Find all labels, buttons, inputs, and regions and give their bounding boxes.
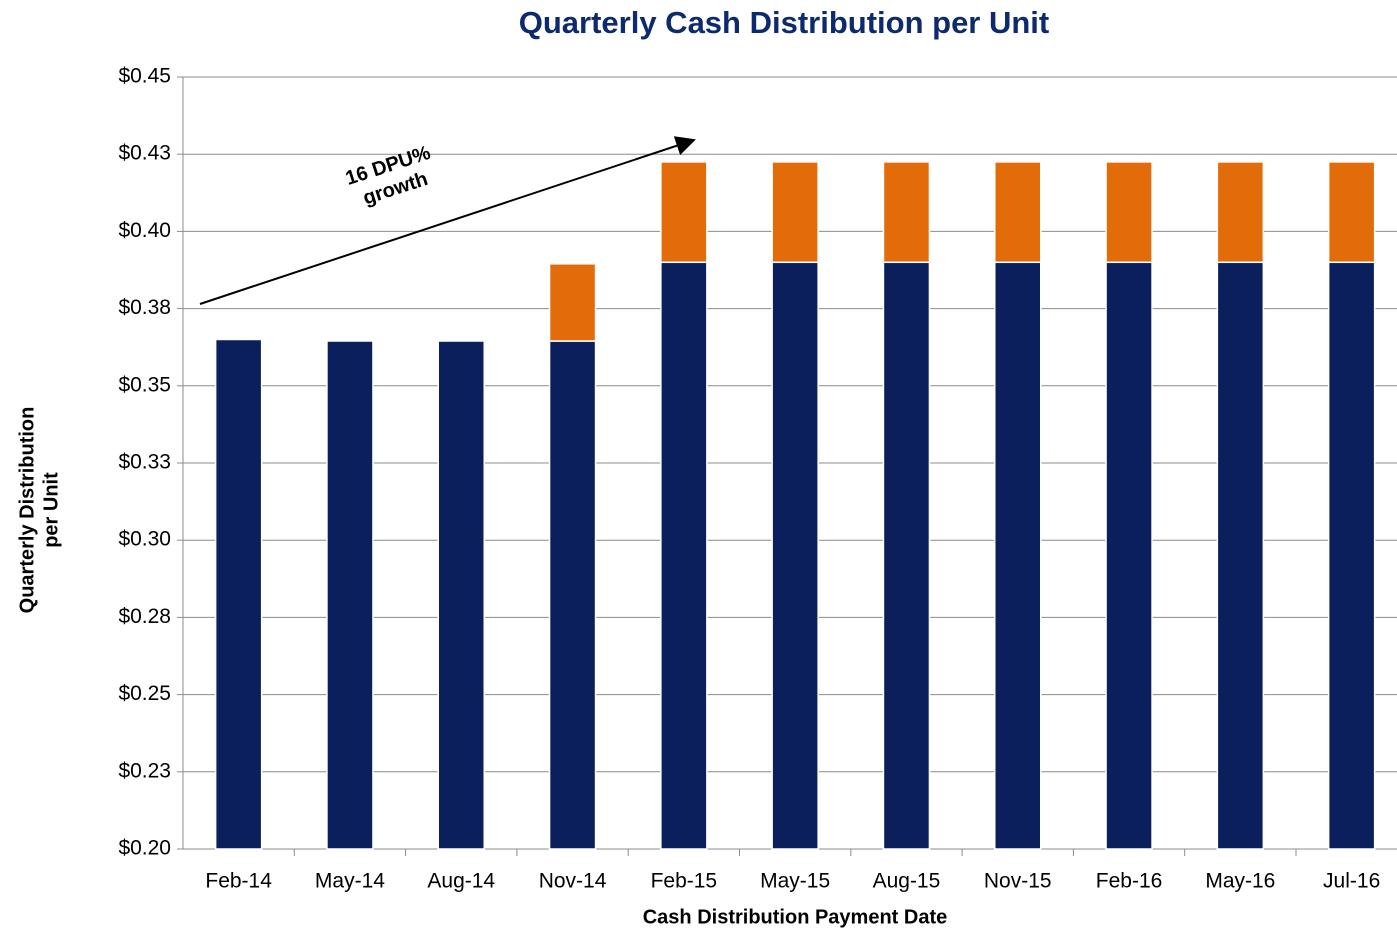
y-tick-label: $0.35 <box>118 373 171 396</box>
bar-segment <box>437 340 485 850</box>
bar-segment <box>1105 161 1153 264</box>
bar-segment <box>1105 261 1153 850</box>
bar-segment <box>1216 161 1265 264</box>
bar-segment <box>994 161 1042 264</box>
bar-segment <box>548 263 597 342</box>
x-axis-title: Cash Distribution Payment Date <box>643 906 948 928</box>
bar-segment <box>326 340 374 850</box>
x-tick-label: Aug-14 <box>427 870 495 893</box>
y-tick-label: $0.38 <box>118 296 171 319</box>
x-tick-label: May-15 <box>760 870 830 893</box>
bar-segment <box>771 261 819 850</box>
x-tick-label: Feb-15 <box>651 870 718 893</box>
chart-title: Quarterly Cash Distribution per Unit <box>519 5 1050 40</box>
bar-segment <box>1327 161 1376 264</box>
x-tick-label: Feb-16 <box>1096 870 1163 893</box>
x-tick-label: Nov-14 <box>539 870 607 893</box>
bar-segment <box>1216 261 1265 850</box>
x-tick-label: May-16 <box>1205 870 1275 893</box>
bar-segment <box>214 338 263 850</box>
y-tick-label: $0.45 <box>118 65 171 88</box>
y-tick-label: $0.20 <box>118 837 171 860</box>
bar-segment <box>994 261 1042 850</box>
bar-segment <box>660 261 708 850</box>
y-tick-label: $0.30 <box>118 528 171 551</box>
y-axis-title-line: Quarterly Distribution <box>16 407 38 614</box>
annotation: 16 DPU%growth <box>343 142 434 210</box>
y-tick-label: $0.40 <box>118 219 171 242</box>
x-tick-label: Aug-15 <box>873 870 941 893</box>
y-axis-title: Quarterly Distribution per Unit <box>16 407 62 614</box>
x-tick-label: May-14 <box>315 870 385 893</box>
x-tick-label: Nov-15 <box>984 870 1052 893</box>
y-tick-label: $0.25 <box>118 682 171 705</box>
trend-arrow <box>199 136 696 305</box>
bar-segment <box>882 261 931 850</box>
y-tick-label: $0.28 <box>118 605 171 628</box>
bar-segment <box>660 161 708 264</box>
y-axis-title-line: per Unit <box>40 472 62 548</box>
bar-segment <box>1327 261 1376 850</box>
bar-segment <box>548 340 597 850</box>
y-tick-label: $0.43 <box>118 142 171 165</box>
y-tick-label: $0.33 <box>118 451 171 474</box>
bar-segment <box>882 161 931 264</box>
x-tick-label: Jul-16 <box>1323 870 1380 893</box>
x-tick-label: Feb-14 <box>205 870 272 893</box>
y-tick-label: $0.23 <box>118 759 171 782</box>
bar-segment <box>771 161 819 264</box>
